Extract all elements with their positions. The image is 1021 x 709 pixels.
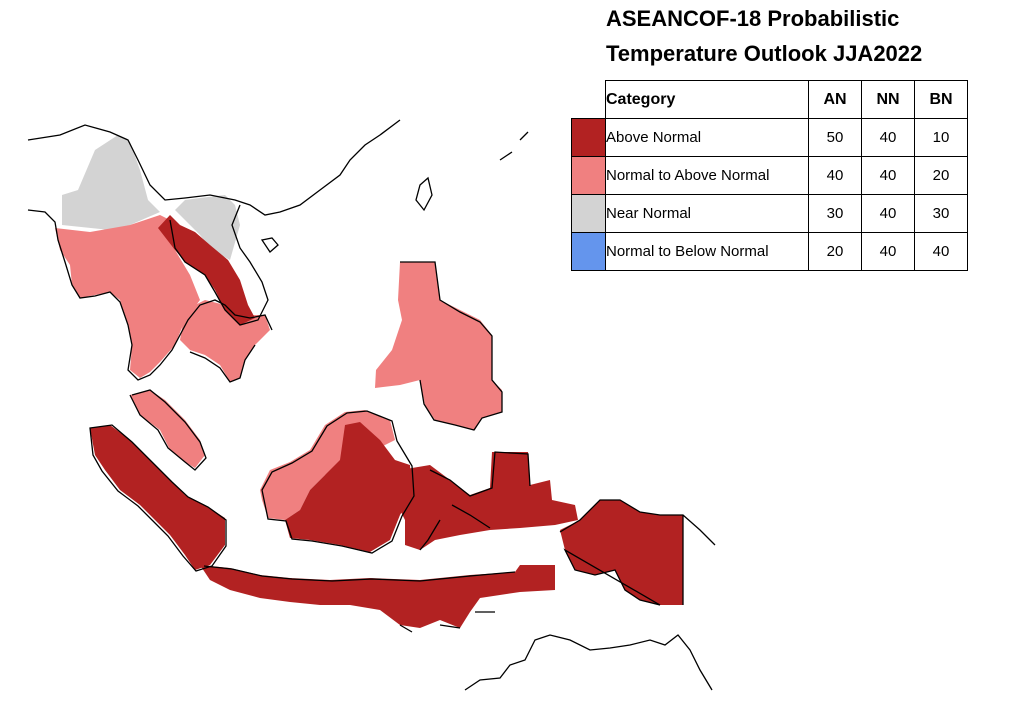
legend-nn-value: 40 [861, 118, 915, 157]
region-northern-vietnam [175, 195, 240, 260]
legend-bn-value: 20 [914, 156, 968, 195]
map-title-line-1: ASEANCOF-18 Probabilistic [606, 6, 900, 31]
region-java-nusa-tenggara [200, 565, 555, 628]
legend-swatch [571, 118, 606, 157]
legend-header-an: AN [808, 80, 862, 119]
legend-an-value: 20 [808, 232, 862, 271]
legend-header-category: Category [605, 80, 809, 119]
legend-category-label: Normal to Below Normal [605, 232, 809, 271]
legend-category-label: Near Normal [605, 194, 809, 233]
legend-table: Category AN NN BN Above Normal 50 40 10 … [571, 80, 968, 271]
legend-header-nn: NN [861, 80, 915, 119]
legend-swatch [571, 194, 606, 233]
region-laos [158, 215, 255, 325]
legend-nn-value: 40 [861, 232, 915, 271]
region-sulawesi-maluku [395, 452, 578, 550]
map-title-line-2: Temperature Outlook JJA2022 [606, 41, 923, 66]
legend-an-value: 30 [808, 194, 862, 233]
legend-header-bn: BN [914, 80, 968, 119]
legend-category-label: Normal to Above Normal [605, 156, 809, 195]
legend-nn-value: 40 [861, 156, 915, 195]
legend-row-normal-to-below-normal: Normal to Below Normal 20 40 40 [571, 232, 968, 271]
legend-header-swatch [571, 80, 606, 119]
legend-category-label: Above Normal [605, 118, 809, 157]
region-central-myanmar-thailand [55, 215, 200, 378]
region-eastern-borneo [285, 422, 412, 552]
legend-row-near-normal: Near Normal 30 40 30 [571, 194, 968, 233]
legend-nn-value: 40 [861, 194, 915, 233]
region-philippines [375, 262, 502, 430]
region-malay-peninsula [130, 390, 205, 468]
legend-bn-value: 40 [914, 232, 968, 271]
legend-row-normal-to-above-normal: Normal to Above Normal 40 40 20 [571, 156, 968, 195]
legend-an-value: 50 [808, 118, 862, 157]
region-papua [560, 500, 683, 605]
legend-bn-value: 30 [914, 194, 968, 233]
legend-swatch [571, 232, 606, 271]
legend-swatch [571, 156, 606, 195]
coastlines [27, 119, 716, 691]
legend-row-above-normal: Above Normal 50 40 10 [571, 118, 968, 157]
region-sumatra [90, 425, 225, 570]
legend-bn-value: 10 [914, 118, 968, 157]
legend-header-row: Category AN NN BN [571, 80, 968, 119]
legend-an-value: 40 [808, 156, 862, 195]
region-northern-myanmar [62, 135, 160, 230]
